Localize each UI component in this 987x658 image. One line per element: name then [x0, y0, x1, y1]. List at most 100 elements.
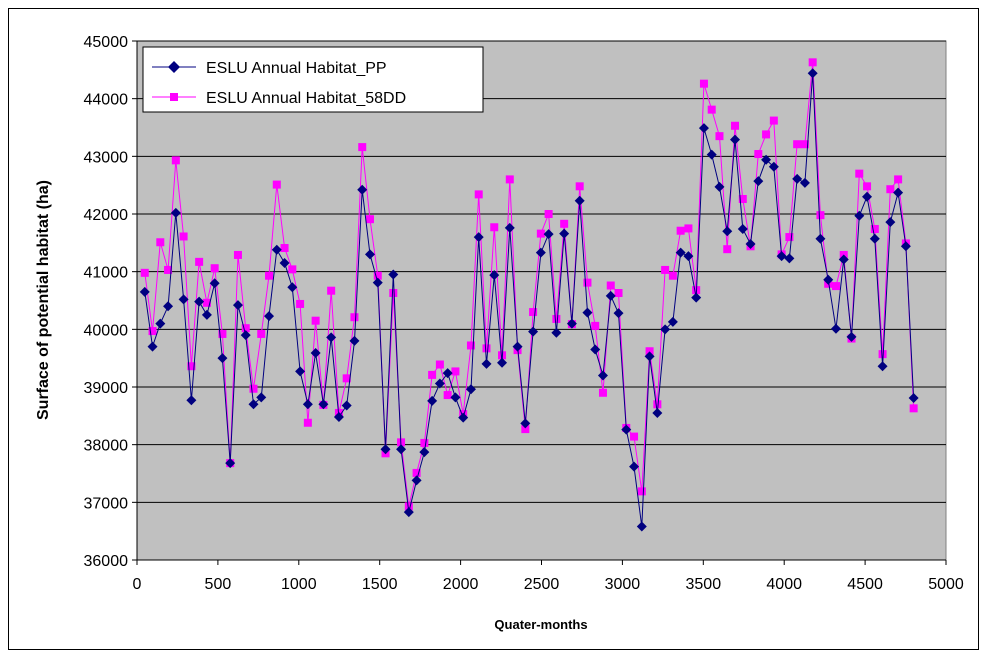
data-point-58dd	[342, 374, 351, 383]
data-point-pp	[613, 308, 624, 319]
y-tick-label: 40000	[84, 322, 129, 339]
data-point-58dd	[490, 223, 499, 232]
data-point-58dd	[762, 130, 771, 139]
data-point-pp	[761, 154, 772, 165]
data-point-58dd	[614, 289, 623, 298]
data-point-58dd	[156, 238, 165, 247]
data-point-pp	[652, 407, 663, 418]
data-point-58dd	[435, 360, 444, 369]
data-point-58dd	[886, 185, 895, 194]
data-point-58dd	[233, 250, 242, 259]
data-point-pp	[621, 424, 632, 435]
data-point-pp	[341, 400, 352, 411]
y-tick-label: 38000	[84, 438, 129, 455]
x-tick-labels: 0 500 1000 1500 2000 2500 3000 3500 4000 4500 5000	[133, 560, 964, 593]
data-point-58dd	[808, 58, 817, 67]
data-point-58dd	[637, 487, 646, 496]
data-point-pp	[900, 241, 911, 252]
data-point-58dd	[676, 226, 685, 235]
data-point-pp	[271, 244, 282, 255]
legend-label-58dd: ESLU Annual Habitat_58DD	[206, 90, 406, 107]
data-point-pp	[302, 399, 313, 410]
data-point-58dd	[723, 245, 732, 254]
data-point-pp	[427, 395, 438, 406]
data-point-pp	[139, 286, 150, 297]
data-point-pp	[403, 507, 414, 518]
x-tick-label: 0	[133, 576, 142, 593]
data-point-pp	[823, 274, 834, 285]
data-point-pp	[333, 411, 344, 422]
data-point-58dd	[630, 432, 639, 441]
data-point-pp	[264, 311, 275, 322]
data-point-58dd	[598, 388, 607, 397]
data-point-58dd	[894, 175, 903, 184]
data-point-58dd	[855, 169, 864, 178]
data-point-58dd	[140, 268, 149, 277]
data-point-pp	[318, 399, 329, 410]
data-point-58dd	[575, 182, 584, 191]
data-point-58dd	[731, 121, 740, 130]
data-point-pp	[908, 392, 919, 403]
x-tick-label: 5000	[928, 576, 964, 593]
data-point-pp	[706, 149, 717, 160]
data-point-pp	[698, 123, 709, 134]
series-line-pp	[144, 73, 915, 527]
data-point-pp	[745, 238, 756, 249]
data-point-pp	[566, 318, 577, 329]
data-point-58dd	[909, 404, 918, 413]
y-tick-labels: 36000 37000 38000 39000 40000 41000 42000 43000…	[84, 34, 137, 570]
series-layer	[139, 58, 919, 532]
data-point-pp	[240, 330, 251, 341]
data-point-58dd	[831, 282, 840, 291]
y-tick-label: 42000	[84, 207, 129, 224]
data-point-pp	[364, 249, 375, 260]
data-point-58dd	[265, 271, 274, 280]
data-point-pp	[597, 370, 608, 381]
data-point-pp	[256, 392, 267, 403]
data-point-pp	[419, 447, 430, 458]
data-point-58dd	[404, 502, 413, 511]
data-point-58dd	[218, 329, 227, 338]
data-point-58dd	[505, 175, 514, 184]
data-point-pp	[667, 316, 678, 327]
data-point-pp	[155, 318, 166, 329]
data-point-58dd	[420, 438, 429, 447]
data-point-58dd	[816, 211, 825, 220]
data-point-pp	[753, 176, 764, 187]
data-point-pp	[660, 324, 671, 335]
data-point-pp	[830, 323, 841, 334]
legend-marker-pp	[168, 61, 180, 73]
data-point-pp	[854, 210, 865, 221]
data-point-58dd	[171, 156, 180, 165]
data-point-pp	[885, 217, 896, 228]
data-point-58dd	[373, 271, 382, 280]
data-point-pp	[730, 134, 741, 145]
data-point-58dd	[280, 244, 289, 253]
data-point-58dd	[327, 286, 336, 295]
data-point-58dd	[249, 384, 258, 393]
data-point-58dd	[164, 265, 173, 274]
data-point-pp	[768, 161, 779, 172]
data-point-pp	[465, 384, 476, 395]
data-point-58dd	[195, 257, 204, 266]
data-point-pp	[497, 357, 508, 368]
data-point-pp	[504, 222, 515, 233]
data-point-pp	[194, 296, 205, 307]
data-point-58dd	[187, 362, 196, 371]
data-point-pp	[201, 309, 212, 320]
data-point-58dd	[443, 391, 452, 400]
data-point-58dd	[800, 140, 809, 149]
data-point-pp	[714, 181, 725, 192]
y-tick-label: 36000	[84, 553, 129, 570]
data-point-pp	[799, 177, 810, 188]
data-point-58dd	[350, 313, 359, 322]
data-point-58dd	[296, 299, 305, 308]
data-point-pp	[520, 418, 531, 429]
legend-label-pp: ESLU Annual Habitat_PP	[206, 60, 387, 77]
series-line-58dd	[144, 62, 915, 507]
data-point-pp	[582, 307, 593, 318]
data-point-pp	[838, 254, 849, 265]
data-point-58dd	[707, 105, 716, 114]
data-point-pp	[287, 282, 298, 293]
data-point-pp	[807, 68, 818, 79]
